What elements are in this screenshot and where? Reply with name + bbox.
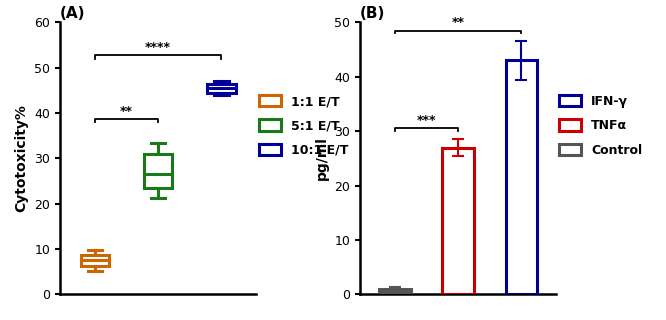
Legend: 1:1 E/T, 5:1 E/T, 10:1 E/T: 1:1 E/T, 5:1 E/T, 10:1 E/T (256, 92, 351, 159)
Text: (B): (B) (360, 6, 385, 21)
Y-axis label: Cytotoxicity%: Cytotoxicity% (15, 104, 29, 212)
Bar (442, 148, 474, 294)
Legend: IFN-γ, TNFα, Control: IFN-γ, TNFα, Control (556, 92, 645, 159)
Bar (144, 154, 172, 188)
Text: **: ** (452, 16, 465, 29)
Bar (81, 254, 109, 266)
Text: ***: *** (417, 114, 436, 127)
Text: **: ** (120, 105, 133, 117)
Bar (207, 84, 236, 93)
Text: (A): (A) (60, 6, 85, 21)
Bar (379, 289, 410, 294)
Bar (505, 60, 537, 294)
Text: ****: **** (145, 41, 171, 54)
Y-axis label: pg/ml: pg/ml (314, 136, 328, 180)
